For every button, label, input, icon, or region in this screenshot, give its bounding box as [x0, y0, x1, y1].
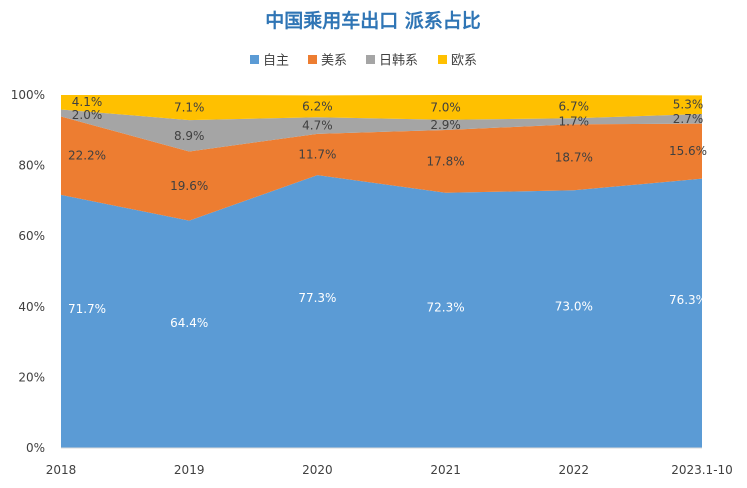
data-label: 1.7%	[559, 114, 590, 128]
x-tick-label: 2021	[430, 463, 461, 477]
data-label: 64.4%	[170, 316, 208, 330]
area-series-2	[61, 109, 702, 152]
data-label: 6.2%	[302, 99, 333, 113]
data-label: 17.8%	[427, 154, 465, 168]
data-label: 2.9%	[430, 118, 461, 132]
legend-entry: 欧系	[451, 54, 477, 69]
data-label: 4.7%	[302, 119, 333, 133]
data-label: 2.7%	[673, 112, 704, 126]
data-label: 22.2%	[68, 149, 106, 163]
y-tick-label: 100%	[11, 88, 45, 102]
data-label: 7.1%	[174, 101, 205, 115]
legend-entry: 自主	[263, 54, 289, 69]
x-tick-label: 2019	[174, 463, 205, 477]
data-label: 8.9%	[174, 129, 205, 143]
data-labels: 71.7% 64.4% 77.3% 72.3% 73.0% 76.3% 22.2% 19.6%…	[68, 95, 707, 330]
y-tick-label: 80%	[18, 159, 45, 173]
data-label: 71.7%	[68, 302, 106, 316]
area-series-0	[61, 175, 702, 449]
data-label: 11.7%	[298, 147, 336, 161]
y-tick-label: 60%	[18, 229, 45, 243]
y-tick-label: 0%	[26, 441, 45, 455]
data-label: 7.0%	[430, 100, 461, 114]
data-label: 5.3%	[673, 98, 704, 112]
legend-entry: 日韩系	[379, 54, 418, 69]
plot-areas	[61, 95, 702, 449]
chart-title: 中国乘用车出口 派系占比	[265, 9, 481, 32]
data-label: 2.0%	[72, 108, 103, 122]
data-label: 73.0%	[555, 299, 593, 313]
x-tick-label: 2018	[46, 463, 77, 477]
x-tick-label: 2020	[302, 463, 333, 477]
x-tick-label: 2022	[559, 463, 590, 477]
data-label: 19.6%	[170, 179, 208, 193]
data-label: 6.7%	[559, 100, 590, 114]
data-label: 72.3%	[427, 301, 465, 315]
data-label: 4.1%	[72, 95, 103, 109]
data-label: 76.3%	[669, 293, 707, 307]
y-tick-label: 40%	[18, 300, 45, 314]
legend-entry: 美系	[321, 54, 347, 69]
legend-swatch-2	[366, 55, 375, 64]
y-tick-label: 20%	[18, 370, 45, 384]
area-series-3	[61, 95, 702, 121]
area-series-1	[61, 116, 702, 221]
x-tick-label: 2023.1-10	[671, 463, 733, 477]
legend-swatch-0	[250, 55, 259, 64]
legend-swatch-3	[438, 55, 447, 64]
axes: 0% 20% 40% 60% 80% 100% 2018 2019 2020 2021 2022 20…	[11, 88, 733, 477]
data-label: 77.3%	[298, 291, 336, 305]
data-label: 15.6%	[669, 144, 707, 158]
data-label: 18.7%	[555, 150, 593, 164]
legend: 自主 美系 日韩系 欧系	[250, 54, 477, 69]
legend-swatch-1	[308, 55, 317, 64]
